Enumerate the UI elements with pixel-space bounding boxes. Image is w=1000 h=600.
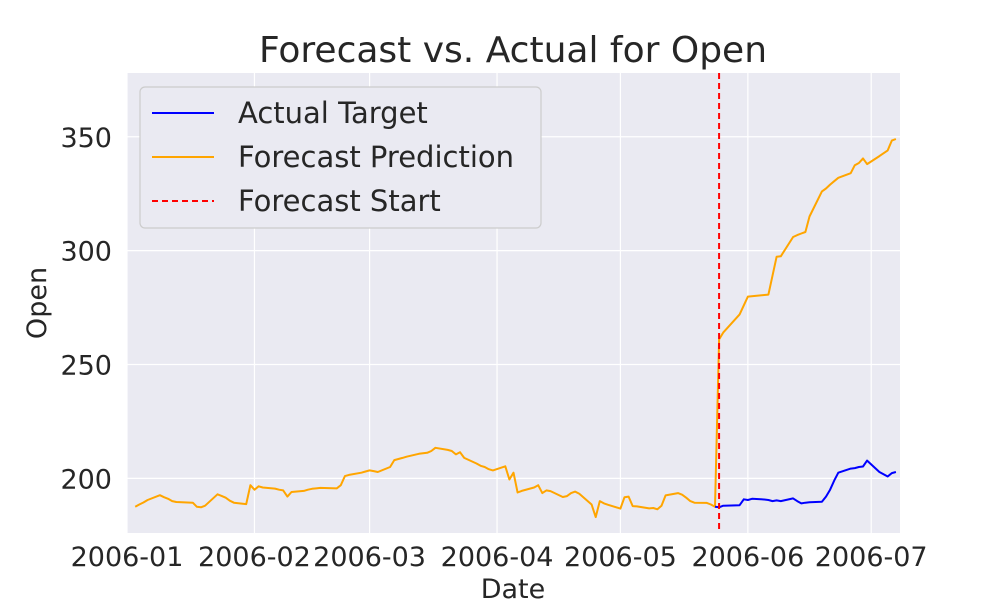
legend-label-actual-target: Actual Target [238, 96, 428, 130]
series-layer [134, 73, 897, 533]
chart-title: Forecast vs. Actual for Open [259, 30, 767, 71]
x-axis-label: Date [481, 574, 546, 600]
x-tick-label: 2006-02 [198, 542, 311, 573]
tick-labels: 2006-01 2006-02 2006-03 2006-04 2006-05 2006-… [60, 123, 927, 573]
y-axis-label: Open [22, 267, 53, 339]
x-tick-label: 2006-01 [71, 542, 184, 573]
series-line-forecast-prediction [134, 138, 897, 519]
legend-label-forecast-start: Forecast Start [238, 184, 441, 218]
x-tick-label: 2006-07 [815, 542, 928, 573]
x-tick-label: 2006-03 [313, 542, 426, 573]
x-tick-label: 2006-05 [564, 542, 677, 573]
y-tick-label: 250 [60, 350, 112, 381]
series-line-actual-target [714, 459, 897, 509]
y-tick-label: 300 [60, 237, 112, 268]
y-tick-label: 200 [60, 464, 112, 495]
legend: Actual Target Forecast Prediction Foreca… [139, 86, 542, 229]
legend-label-forecast-prediction: Forecast Prediction [238, 140, 514, 174]
legend-box [139, 86, 542, 229]
x-tick-label: 2006-06 [691, 542, 804, 573]
x-tick-label: 2006-04 [441, 542, 554, 573]
y-tick-label: 350 [60, 123, 112, 154]
